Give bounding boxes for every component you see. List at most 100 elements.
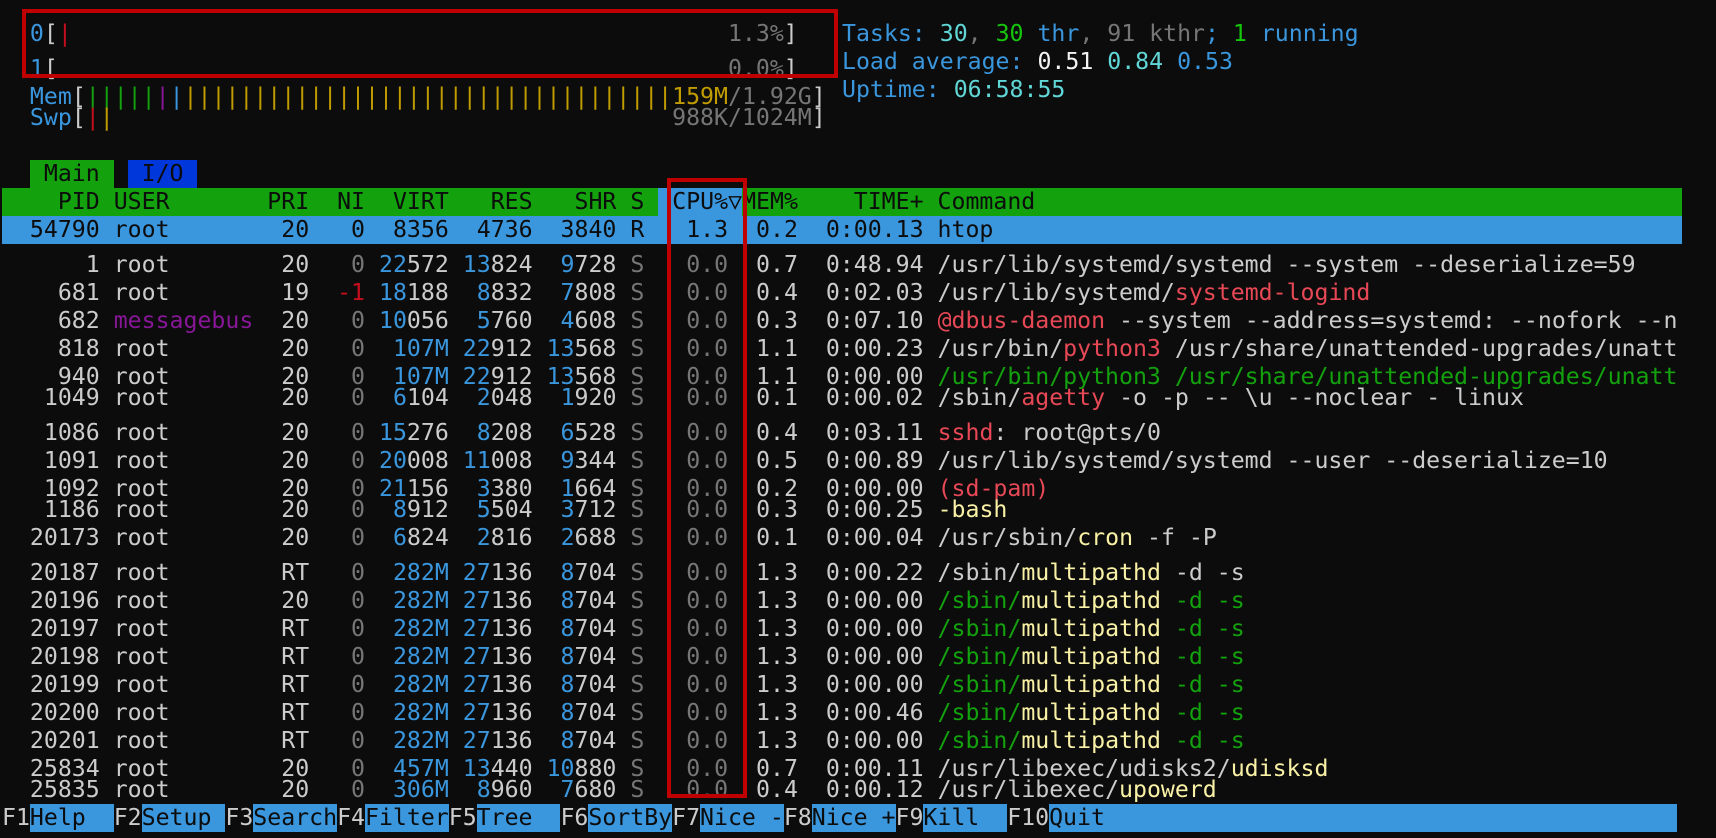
process-row[interactable]: 20173 root 20 0 6824 2816 2688 S 0.0 0.1… bbox=[2, 524, 1682, 552]
virt: 22572 bbox=[379, 244, 449, 278]
running-label: running bbox=[1246, 20, 1359, 47]
bracket: [ bbox=[71, 104, 86, 131]
process-row[interactable]: 20201 root RT 0 282M 27136 8704 S 0.0 1.… bbox=[2, 720, 1682, 754]
state: S bbox=[630, 475, 645, 502]
process-row[interactable]: 1092 root 20 0 21156 3380 1664 S 0.0 0.2… bbox=[2, 468, 1682, 502]
command-name: multipathd bbox=[1021, 643, 1161, 670]
process-row[interactable]: 20199 root RT 0 282M 27136 8704 S 0.0 1.… bbox=[2, 664, 1682, 698]
fkey-filter-button[interactable]: Filter bbox=[364, 804, 449, 832]
value-units: 056 bbox=[406, 307, 449, 334]
fkey-f10[interactable]: F10 bbox=[1007, 804, 1050, 831]
spacer bbox=[100, 524, 114, 552]
fkey-setup-button[interactable]: Setup bbox=[141, 804, 226, 832]
process-row[interactable]: 20200 root RT 0 282M 27136 8704 S 0.0 1.… bbox=[2, 692, 1682, 726]
priority: RT bbox=[267, 699, 310, 726]
pid: 20187 bbox=[2, 559, 100, 586]
fkey-search-button[interactable]: Search bbox=[253, 804, 338, 832]
value-thousands: 5 bbox=[476, 496, 491, 523]
nice: -1 bbox=[323, 279, 366, 306]
fkey-f2[interactable]: F2 bbox=[113, 804, 142, 831]
fkey-f3[interactable]: F3 bbox=[225, 804, 254, 831]
process-row[interactable]: 818 root 20 0 107M 22912 13568 S 0.0 1.1… bbox=[2, 328, 1682, 362]
value-units: 136 bbox=[490, 671, 533, 698]
process-row[interactable]: 54790 root 20 0 8356 4736 3840 R 1.3 0.2… bbox=[2, 216, 1682, 244]
process-row[interactable]: 1086 root 20 0 15276 8208 6528 S 0.0 0.4… bbox=[2, 412, 1682, 446]
user: root bbox=[113, 251, 254, 278]
header-shr[interactable]: SHR bbox=[546, 188, 617, 215]
process-row[interactable]: 25835 root 20 0 306M 8960 7680 S 0.0 0.4… bbox=[2, 776, 1682, 804]
value-large: 306M bbox=[392, 776, 449, 803]
fkey-nice-button[interactable]: Nice - bbox=[700, 804, 784, 832]
fkey-tree-button[interactable]: Tree bbox=[476, 804, 561, 832]
cpu-percent: 0.0 bbox=[658, 699, 729, 726]
tab-io[interactable]: I/O bbox=[127, 160, 198, 188]
command-name: multipathd bbox=[1021, 727, 1161, 754]
mem-bar-purple: | bbox=[155, 83, 170, 110]
spacer bbox=[114, 104, 672, 132]
process-row[interactable]: 20198 root RT 0 282M 27136 8704 S 0.0 1.… bbox=[2, 636, 1682, 670]
command-args: -o -p -- \u --noclear - linux bbox=[1105, 384, 1524, 411]
load-0: 0.51 bbox=[1037, 48, 1094, 75]
state: R bbox=[630, 216, 645, 243]
header-pri[interactable]: PRI bbox=[267, 188, 310, 215]
fkey-f7[interactable]: F7 bbox=[672, 804, 701, 831]
header-pid[interactable]: PID bbox=[2, 188, 100, 215]
fkey-quit-button[interactable]: Quit bbox=[1049, 804, 1678, 832]
shr: 3712 bbox=[547, 496, 617, 524]
process-row[interactable]: 1 root 20 0 22572 13824 9728 S 0.0 0.7 0… bbox=[2, 244, 1682, 278]
fkey-f6[interactable]: F6 bbox=[560, 804, 589, 831]
header-res[interactable]: RES bbox=[462, 188, 533, 215]
swap-bar-red: | bbox=[85, 104, 100, 131]
fkey-sortby-button[interactable]: SortBy bbox=[588, 804, 673, 832]
value-thousands: 8 bbox=[560, 559, 575, 586]
spacer bbox=[644, 216, 658, 244]
process-row[interactable]: 682 messagebus 20 0 10056 5760 4608 S 0.… bbox=[2, 300, 1682, 334]
value-thousands: 13 bbox=[462, 251, 491, 278]
mem-percent: 1.3 bbox=[742, 727, 798, 754]
spacer bbox=[644, 524, 658, 552]
mem-percent: 1.1 bbox=[742, 335, 798, 362]
header-virt[interactable]: VIRT bbox=[379, 188, 449, 215]
fkey-help-button[interactable]: Help bbox=[29, 804, 114, 832]
process-row[interactable]: 681 root 19 -1 18188 8832 7808 S 0.0 0.4… bbox=[2, 272, 1682, 306]
spacer bbox=[72, 20, 728, 48]
spacer bbox=[728, 384, 742, 412]
header-cpu-sorted[interactable]: CPU% bbox=[658, 188, 729, 216]
process-row[interactable]: 25834 root 20 0 457M 13440 10880 S 0.0 0… bbox=[2, 748, 1682, 782]
header-ni[interactable]: NI bbox=[323, 188, 366, 215]
fkey-nice-button[interactable]: Nice + bbox=[811, 804, 896, 832]
fkey-kill-button[interactable]: Kill bbox=[923, 804, 1008, 832]
virt: 18188 bbox=[379, 272, 449, 306]
header-s[interactable]: S bbox=[630, 188, 645, 215]
process-row[interactable]: 20197 root RT 0 282M 27136 8704 S 0.0 1.… bbox=[2, 608, 1682, 642]
res: 4736 bbox=[462, 216, 533, 243]
cpu-percent: 1.3 bbox=[658, 216, 729, 243]
fkey-f8[interactable]: F8 bbox=[783, 804, 812, 831]
header-command[interactable]: Command bbox=[937, 188, 1678, 215]
res: 13824 bbox=[463, 244, 533, 278]
process-row[interactable]: 20187 root RT 0 282M 27136 8704 S 0.0 1.… bbox=[2, 552, 1682, 586]
process-row[interactable]: 1186 root 20 0 8912 5504 3712 S 0.0 0.3 … bbox=[2, 496, 1682, 524]
fkey-f9[interactable]: F9 bbox=[895, 804, 924, 831]
process-row[interactable]: 940 root 20 0 107M 22912 13568 S 0.0 1.1… bbox=[2, 356, 1682, 390]
cpu-time: 0:00.00 bbox=[811, 615, 924, 642]
fkey-f5[interactable]: F5 bbox=[448, 804, 477, 831]
command-args: -d -s bbox=[1160, 559, 1245, 586]
value-thousands: 8 bbox=[392, 496, 407, 523]
fkey-f1[interactable]: F1 bbox=[2, 804, 30, 831]
command-path: /sbin/ bbox=[937, 671, 1022, 698]
spacer bbox=[533, 216, 547, 244]
header-mem[interactable]: MEM% bbox=[742, 188, 798, 215]
header-user[interactable]: USER bbox=[113, 188, 254, 215]
tab-main[interactable]: Main bbox=[29, 160, 114, 188]
header-time[interactable]: TIME+ bbox=[811, 188, 924, 215]
user: root bbox=[113, 524, 254, 551]
process-row[interactable]: 1091 root 20 0 20008 11008 9344 S 0.0 0.… bbox=[2, 440, 1682, 474]
value-units: 704 bbox=[574, 587, 617, 614]
process-row[interactable]: 1049 root 20 0 6104 2048 1920 S 0.0 0.1 … bbox=[2, 384, 1682, 412]
spacer bbox=[533, 384, 547, 412]
process-row[interactable]: 20196 root 20 0 282M 27136 8704 S 0.0 1.… bbox=[2, 580, 1682, 614]
command-path: /usr/lib/systemd/systemd --user --deseri… bbox=[937, 447, 1608, 474]
fkey-f4[interactable]: F4 bbox=[337, 804, 365, 831]
pid: 940 bbox=[2, 363, 100, 390]
